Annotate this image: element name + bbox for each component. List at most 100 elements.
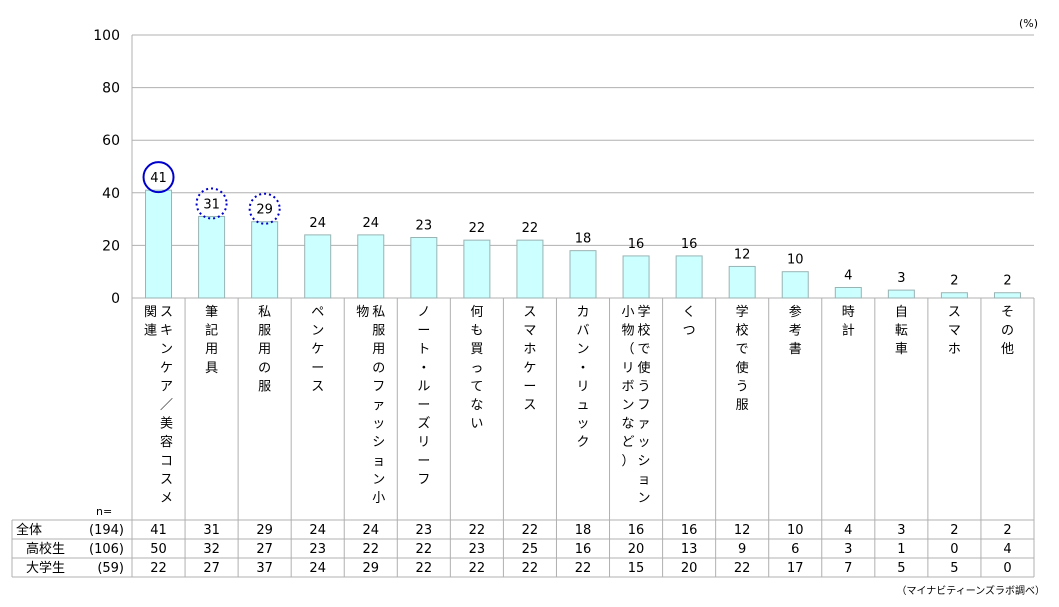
category-label-char: ュ	[576, 398, 589, 413]
table-cell: 37	[256, 561, 273, 576]
table-cell: 4	[1003, 542, 1011, 557]
category-label-char: 用	[258, 342, 271, 357]
y-tick-label: 100	[93, 28, 120, 44]
data-label: 22	[469, 221, 486, 236]
category-label-char: で	[736, 342, 749, 357]
table-cell: 1	[897, 542, 905, 557]
category-label-char: ボ	[622, 379, 635, 394]
category-label-char: ー	[417, 324, 430, 339]
category-label-char: 考	[789, 324, 802, 339]
category-label-char: う	[736, 379, 749, 394]
bar	[940, 292, 968, 299]
category-label-char: ス	[311, 379, 324, 394]
bar	[569, 250, 597, 299]
category-label-char: 私	[258, 305, 271, 320]
bar	[145, 189, 173, 299]
category-label-char: ョ	[638, 472, 651, 487]
table-row-label: 大学生	[26, 560, 65, 576]
category-label-char: そ	[1001, 305, 1014, 320]
category-label-char: 関	[144, 305, 157, 320]
table-cell: 3	[897, 523, 905, 538]
category-label-char: ー	[417, 398, 430, 413]
category-label-char: ー	[523, 379, 536, 394]
category-label-char: ・	[576, 361, 589, 376]
table-cell: 22	[734, 561, 751, 576]
category-label-char: っ	[470, 361, 483, 376]
category-label-char: 参	[789, 304, 802, 320]
category-label-char: い	[470, 417, 483, 432]
category-label-char: ）	[622, 454, 635, 469]
table-cell: 22	[416, 542, 433, 557]
table-cell: 0	[1003, 561, 1011, 576]
category-label-char: 服	[372, 324, 385, 339]
category-label-char: ー	[417, 454, 430, 469]
table-cell: 22	[150, 561, 167, 576]
category-label-char: 自	[895, 305, 908, 320]
table-cell: 5	[950, 561, 958, 576]
category-label-char: シ	[638, 454, 651, 469]
category-label-char: ン	[372, 472, 385, 487]
y-tick-label: 80	[102, 81, 120, 97]
category-label-char: ン	[311, 324, 324, 339]
bar	[357, 234, 385, 299]
y-tick-label: 20	[102, 238, 120, 254]
data-label: 29	[256, 203, 273, 218]
table-cell: 16	[628, 523, 645, 538]
bar	[251, 221, 279, 299]
table-cell: 13	[681, 542, 698, 557]
category-label-char: ァ	[372, 398, 385, 413]
category-label-char: 書	[789, 342, 802, 357]
table-row-n: (59)	[97, 561, 124, 576]
category-label-char: 服	[258, 379, 271, 394]
category-label-char: 筆	[205, 305, 218, 320]
category-label-char: 小	[372, 491, 385, 506]
bar	[198, 215, 226, 299]
table-cell: 22	[469, 523, 486, 538]
table-cell: 22	[575, 561, 592, 576]
bar	[728, 265, 756, 299]
bar	[410, 237, 438, 299]
table-cell: 24	[362, 523, 379, 538]
unit-label: (%)	[1019, 17, 1039, 30]
table-cell: 6	[791, 542, 799, 557]
highlight-circle	[142, 161, 175, 194]
source-note: （マイナビティーンズラボ調べ）	[896, 586, 1046, 597]
table-row-n: (106)	[89, 542, 124, 557]
category-label-char: つ	[683, 324, 696, 339]
table-cell: 4	[844, 523, 852, 538]
category-label-char: 用	[372, 342, 385, 357]
y-tick-label: 60	[102, 133, 120, 149]
table-cell: 25	[522, 542, 539, 557]
table-cell: 22	[522, 561, 539, 576]
category-label-char: フ	[638, 398, 651, 413]
table-cell: 10	[787, 523, 804, 538]
category-label-char: 連	[144, 324, 157, 339]
bar	[622, 255, 650, 299]
table-cell: 41	[150, 523, 167, 538]
category-label-char: の	[1001, 324, 1014, 339]
category-label-char: ホ	[948, 342, 961, 357]
table-cell: 12	[734, 523, 751, 538]
table-cell: 15	[628, 561, 645, 576]
category-label-char: 学	[638, 304, 651, 320]
category-label-char: ズ	[417, 416, 430, 432]
category-label-char: リ	[576, 379, 589, 394]
category-label-char: 使	[638, 360, 651, 376]
category-label-char: ／	[160, 398, 173, 413]
table-cell: 20	[628, 542, 645, 557]
category-label-char: ス	[160, 305, 173, 320]
table-cell: 22	[522, 523, 539, 538]
table-cell: 23	[309, 542, 326, 557]
table-cell: 18	[575, 523, 592, 538]
table-cell: 22	[469, 561, 486, 576]
n-label: n=	[96, 505, 113, 518]
category-label-char: ア	[160, 379, 173, 394]
category-label-char: で	[638, 342, 651, 357]
data-label: 2	[1003, 274, 1011, 289]
category-label-char: フ	[372, 379, 385, 394]
category-label-char: も	[470, 324, 483, 339]
category-label-char: ペ	[311, 305, 324, 320]
data-label: 16	[628, 237, 645, 252]
category-label-char: ー	[311, 361, 324, 376]
